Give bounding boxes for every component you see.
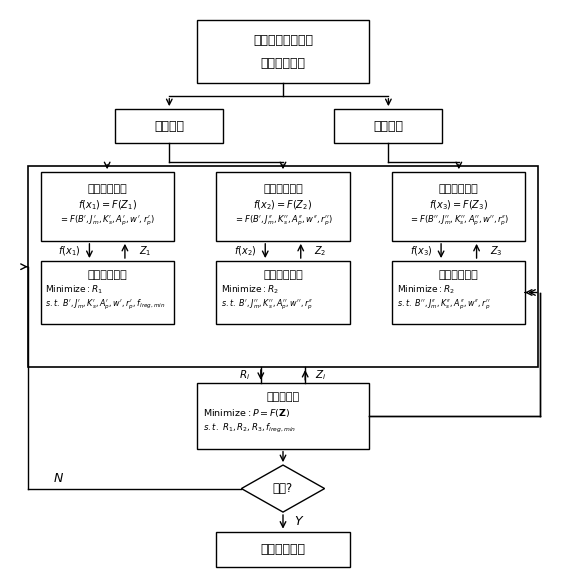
Text: 最终优化结果: 最终优化结果 <box>260 543 306 556</box>
Text: $\mathrm{Minimize}: P=F(\mathbf{Z})$: $\mathrm{Minimize}: P=F(\mathbf{Z})$ <box>203 407 290 419</box>
Bar <box>41 172 174 241</box>
Bar <box>197 20 369 83</box>
Bar <box>392 172 525 241</box>
Text: $f(x_1)$: $f(x_1)$ <box>58 244 81 258</box>
Text: 电控液压助力转向: 电控液压助力转向 <box>253 34 313 47</box>
Text: $\mathrm{Minimize}: R_2$: $\mathrm{Minimize}: R_2$ <box>397 284 455 297</box>
Text: 子系统二优化: 子系统二优化 <box>263 270 303 280</box>
Bar <box>392 261 525 324</box>
Bar <box>216 172 350 241</box>
Text: $=F(B',J_m',K_s',A_p',w',r_p')$: $=F(B',J_m',K_s',A_p',w',r_p')$ <box>59 214 155 228</box>
Text: 子系统一优化: 子系统一优化 <box>87 270 127 280</box>
Text: 学科建模: 学科建模 <box>374 120 404 133</box>
Text: 子系统三分析: 子系统三分析 <box>439 184 479 194</box>
Bar <box>335 109 443 143</box>
Text: 子系统一分析: 子系统一分析 <box>87 184 127 194</box>
Text: $Z_3$: $Z_3$ <box>490 244 503 258</box>
Text: 子系统三优化: 子系统三优化 <box>439 270 479 280</box>
Text: $f(x_2)=F(Z_2)$: $f(x_2)=F(Z_2)$ <box>254 198 312 212</box>
Text: $f(x_3)$: $f(x_3)$ <box>410 244 432 258</box>
Bar <box>197 383 369 449</box>
Text: $s.t.\;R_1,R_2,R_3,f_{lreg,min}$: $s.t.\;R_1,R_2,R_3,f_{lreg,min}$ <box>203 422 296 435</box>
Text: $s.t.\;B'',J_m'',K_s'',A_p'',w'',r_p''$: $s.t.\;B'',J_m'',K_s'',A_p'',w'',r_p''$ <box>397 298 490 312</box>
Text: 收敛?: 收敛? <box>273 482 293 495</box>
Text: Y: Y <box>295 515 302 528</box>
Text: $Z_i$: $Z_i$ <box>315 368 327 382</box>
Text: 学科分解: 学科分解 <box>155 120 185 133</box>
Text: N: N <box>54 472 63 485</box>
Bar <box>28 166 538 367</box>
Text: 系统级优化: 系统级优化 <box>267 393 299 402</box>
Bar <box>115 109 224 143</box>
Text: $Z_1$: $Z_1$ <box>139 244 151 258</box>
Text: $f(x_2)$: $f(x_2)$ <box>234 244 256 258</box>
Text: $=F(B',J_m'',K_s'',A_p'',w'',r_p'')$: $=F(B',J_m'',K_s'',A_p'',w'',r_p'')$ <box>234 214 332 228</box>
Text: $\mathrm{Minimize}: R_1$: $\mathrm{Minimize}: R_1$ <box>45 284 104 297</box>
Bar <box>216 532 350 567</box>
Text: $\mathrm{Minimize}: R_2$: $\mathrm{Minimize}: R_2$ <box>221 284 279 297</box>
Text: $f(x_3)=F(Z_3)$: $f(x_3)=F(Z_3)$ <box>429 198 488 212</box>
Text: 子系统二分析: 子系统二分析 <box>263 184 303 194</box>
Polygon shape <box>242 465 325 512</box>
Text: $Z_2$: $Z_2$ <box>315 244 327 258</box>
Text: $=F(B'',J_m'',K_s'',A_p'',w'',r_p'')$: $=F(B'',J_m'',K_s'',A_p'',w'',r_p'')$ <box>409 214 509 228</box>
Bar <box>41 261 174 324</box>
Text: $R_i$: $R_i$ <box>239 368 250 382</box>
Text: $f(x_1)=F(Z_1)$: $f(x_1)=F(Z_1)$ <box>78 198 137 212</box>
Text: $s.t.\;B',J_m'',K_s'',A_p'',w'',r_p''$: $s.t.\;B',J_m'',K_s'',A_p'',w'',r_p''$ <box>221 298 313 312</box>
Text: 系统数学抽象: 系统数学抽象 <box>260 57 306 70</box>
Bar <box>216 261 350 324</box>
Text: $s.t.\;B',J_m',K_s',A_p',w',r_p',f_{lreg,min}$: $s.t.\;B',J_m',K_s',A_p',w',r_p',f_{lreg… <box>45 298 166 312</box>
